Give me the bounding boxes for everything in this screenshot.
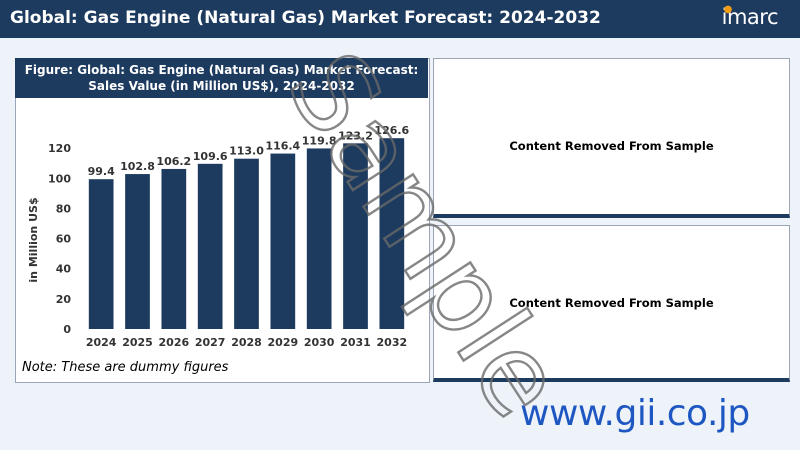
data-label-2024: 99.4 <box>88 165 115 178</box>
bar-2029 <box>270 153 296 329</box>
x-tick-label-2026: 2026 <box>159 336 190 349</box>
data-label-2028: 113.0 <box>229 145 264 158</box>
bar-2024 <box>88 179 114 329</box>
x-tick-label-2028: 2028 <box>231 336 262 349</box>
x-tick-label-2029: 2029 <box>268 336 299 349</box>
bar-2030 <box>306 148 332 329</box>
side-panel-bottom: Content Removed From Sample <box>433 225 790 382</box>
chart-title: Figure: Global: Gas Engine (Natural Gas)… <box>15 58 428 98</box>
y-tick-label-20: 20 <box>56 293 72 306</box>
page-title: Global: Gas Engine (Natural Gas) Market … <box>10 8 601 28</box>
side-panel-top: Content Removed From Sample <box>433 58 790 218</box>
bar-2028 <box>234 158 259 329</box>
y-axis: 0 20 40 60 80 100 120 <box>48 142 71 336</box>
data-label-2031: 123.2 <box>338 129 373 142</box>
bars <box>88 138 405 329</box>
y-axis-label: in Million US$ <box>27 197 40 282</box>
x-tick-label-2025: 2025 <box>122 336 153 349</box>
data-label-2026: 106.2 <box>156 155 191 168</box>
x-tick-label-2031: 2031 <box>340 336 371 349</box>
logo-dot-icon: ● <box>723 4 733 15</box>
logo-text: imarc <box>721 5 779 29</box>
data-labels: 99.4 102.8 106.2 109.6 113.0 116.4 119.8 123.2 1… <box>88 124 410 178</box>
imarc-logo: ● imarc <box>721 4 779 29</box>
data-label-2027: 109.6 <box>193 150 228 163</box>
note-text: Note: These are dummy figures <box>22 360 229 375</box>
data-label-2030: 119.8 <box>302 134 337 147</box>
y-tick-label-40: 40 <box>56 263 72 276</box>
x-axis: 2024 2025 2026 2027 2028 2029 2030 2031 2032 <box>86 336 407 349</box>
bar-2026 <box>161 168 187 329</box>
chart-title-line-1: Figure: Global: Gas Engine (Natural Gas)… <box>24 63 419 77</box>
x-tick-label-2024: 2024 <box>86 336 117 349</box>
content-removed-message: Content Removed From Sample <box>509 139 714 153</box>
header-bar: Global: Gas Engine (Natural Gas) Market … <box>0 0 800 38</box>
y-tick-label-60: 60 <box>56 233 72 246</box>
site-url[interactable]: www.gii.co.jp <box>520 393 750 434</box>
chart-title-line-2: Sales Value (in Million US$), 2024-2032 <box>88 79 355 93</box>
x-tick-label-2030: 2030 <box>304 336 335 349</box>
y-tick-label-0: 0 <box>63 323 71 336</box>
data-label-2032: 126.6 <box>374 124 409 137</box>
x-tick-label-2032: 2032 <box>377 336 408 349</box>
y-tick-label-100: 100 <box>48 172 71 185</box>
data-label-2029: 116.4 <box>265 140 300 153</box>
y-tick-label-80: 80 <box>56 202 72 215</box>
bar-2025 <box>125 174 150 329</box>
data-label-2025: 102.8 <box>120 160 155 173</box>
bar-chart: 0 20 40 60 80 100 120 99.4 102.8 106.2 109.6 113.0… <box>27 124 410 349</box>
y-tick-label-120: 120 <box>48 142 71 155</box>
bar-2031 <box>343 143 368 329</box>
x-tick-label-2027: 2027 <box>195 336 226 349</box>
content-removed-message: Content Removed From Sample <box>509 296 714 310</box>
bar-2032 <box>379 138 405 329</box>
bar-2027 <box>197 163 223 329</box>
